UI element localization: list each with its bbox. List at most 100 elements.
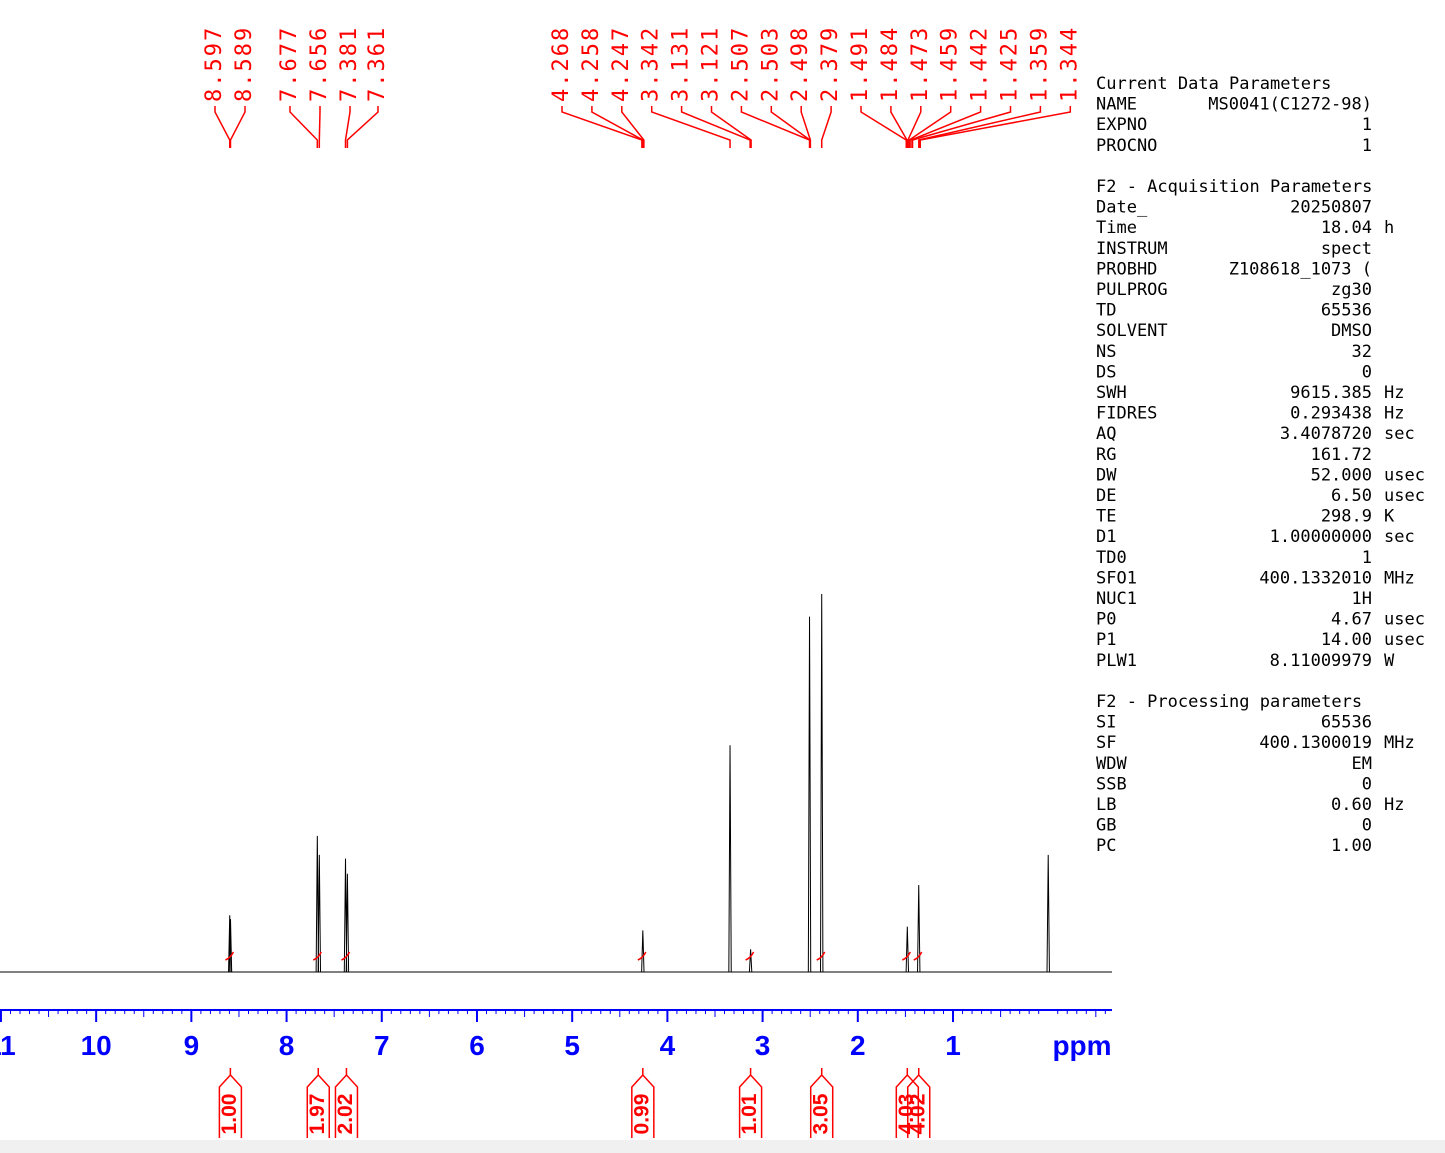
peak-connector — [680, 106, 751, 148]
x-tick-label: 4 — [660, 1030, 676, 1061]
peak-connector — [918, 106, 1042, 148]
param-name: PLW1 — [1096, 651, 1137, 671]
param-name: PULPROG — [1096, 280, 1168, 300]
integral-curve — [637, 951, 647, 961]
integral-bracket — [218, 1068, 243, 1138]
param-value: 1 — [1362, 115, 1372, 135]
param-value: 298.9 — [1321, 507, 1372, 527]
peak-connector — [910, 106, 982, 148]
peak-label: 8.589 — [232, 26, 257, 102]
integral-bracket — [809, 1068, 834, 1138]
peak-label: 4.247 — [609, 26, 634, 102]
integral-label: 1.97 — [306, 1094, 329, 1135]
param-name: WDW — [1096, 754, 1127, 774]
param-unit: h — [1384, 218, 1394, 238]
param-value: 1 — [1362, 548, 1372, 568]
integral-label: 2.02 — [334, 1094, 357, 1135]
integral-bracket — [906, 1068, 931, 1138]
integral-label: 1.01 — [738, 1093, 761, 1134]
param-name: TD — [1096, 301, 1116, 321]
param-value: DMSO — [1331, 321, 1372, 341]
param-value: 400.1332010 — [1259, 568, 1372, 588]
peak-connector — [919, 106, 1072, 148]
param-value: 1.00000000 — [1270, 527, 1372, 547]
peak-label: 1.491 — [848, 26, 873, 102]
param-name: DE — [1096, 486, 1116, 506]
param-name: PC — [1096, 836, 1116, 856]
x-tick-label: 8 — [279, 1030, 295, 1061]
peak-label: 2.379 — [818, 26, 843, 102]
param-value: spect — [1321, 239, 1372, 259]
param-name: AQ — [1096, 424, 1116, 444]
peak — [728, 745, 732, 973]
section-title: Current Data Parameters — [1096, 74, 1331, 94]
param-unit: K — [1384, 507, 1395, 527]
peak — [641, 930, 645, 973]
param-value: zg30 — [1331, 280, 1372, 300]
param-name: NS — [1096, 342, 1116, 362]
param-value: 9615.385 — [1290, 383, 1372, 403]
peak-label: 1.442 — [968, 26, 993, 102]
param-value: 0 — [1362, 816, 1372, 836]
integral-curve — [913, 951, 923, 961]
param-name: FIDRES — [1096, 404, 1157, 424]
param-value: 1H — [1352, 589, 1372, 609]
param-value: 0.293438 — [1290, 404, 1372, 424]
param-unit: sec — [1384, 424, 1415, 444]
param-value: 8.11009979 — [1270, 651, 1372, 671]
x-tick-label: 3 — [755, 1030, 771, 1061]
peak — [345, 873, 350, 973]
param-name: SWH — [1096, 383, 1127, 403]
bottom-bar — [0, 1140, 1445, 1153]
integral-curve — [225, 951, 235, 961]
param-name: SI — [1096, 713, 1116, 733]
param-value: 14.00 — [1321, 630, 1372, 650]
param-value: 161.72 — [1311, 445, 1372, 465]
param-name: P1 — [1096, 630, 1116, 650]
peak — [917, 885, 921, 973]
integral-label: 3.05 — [809, 1093, 832, 1134]
param-value: 65536 — [1321, 301, 1372, 321]
param-name: SF — [1096, 733, 1116, 753]
peak — [317, 854, 322, 973]
param-value: 6.50 — [1331, 486, 1372, 506]
section-title: F2 - Acquisition Parameters — [1096, 177, 1372, 197]
peak-connector — [907, 106, 922, 148]
param-unit: Hz — [1384, 795, 1404, 815]
peak — [820, 593, 824, 973]
param-value: 400.1300019 — [1259, 733, 1372, 753]
integral-label: 0.99 — [630, 1094, 653, 1135]
peak — [748, 949, 753, 973]
param-name: RG — [1096, 445, 1116, 465]
x-tick-label: 1 — [945, 1030, 961, 1061]
peak-label: 2.498 — [788, 26, 813, 102]
peak-connector — [591, 106, 644, 148]
param-value: 65536 — [1321, 713, 1372, 733]
peak-label: 1.425 — [998, 26, 1023, 102]
peak-label: 7.381 — [337, 26, 362, 102]
param-value: Z108618_1073 ( — [1229, 259, 1372, 279]
integral-bracket — [631, 1068, 655, 1138]
peak-connector — [561, 106, 643, 148]
param-value: 4.67 — [1331, 610, 1372, 630]
peak-label: 4.258 — [579, 26, 604, 102]
param-name: NUC1 — [1096, 589, 1137, 609]
x-tick-label: 2 — [850, 1030, 866, 1061]
param-name: NAME — [1096, 95, 1137, 115]
param-name: DS — [1096, 362, 1116, 382]
peak-connector — [318, 106, 321, 148]
param-unit: usec — [1384, 465, 1425, 485]
param-name: TD0 — [1096, 548, 1127, 568]
peak-label: 3.131 — [669, 26, 694, 102]
param-value: 1.00 — [1331, 836, 1372, 856]
peak-label: 1.484 — [878, 26, 903, 102]
param-value: 20250807 — [1290, 198, 1372, 218]
param-value: 0.60 — [1331, 795, 1372, 815]
integral-curve — [902, 951, 911, 961]
param-name: SOLVENT — [1096, 321, 1168, 341]
param-name: P0 — [1096, 610, 1116, 630]
param-value: 52.000 — [1311, 465, 1372, 485]
x-axis-unit: ppm — [1052, 1030, 1111, 1061]
